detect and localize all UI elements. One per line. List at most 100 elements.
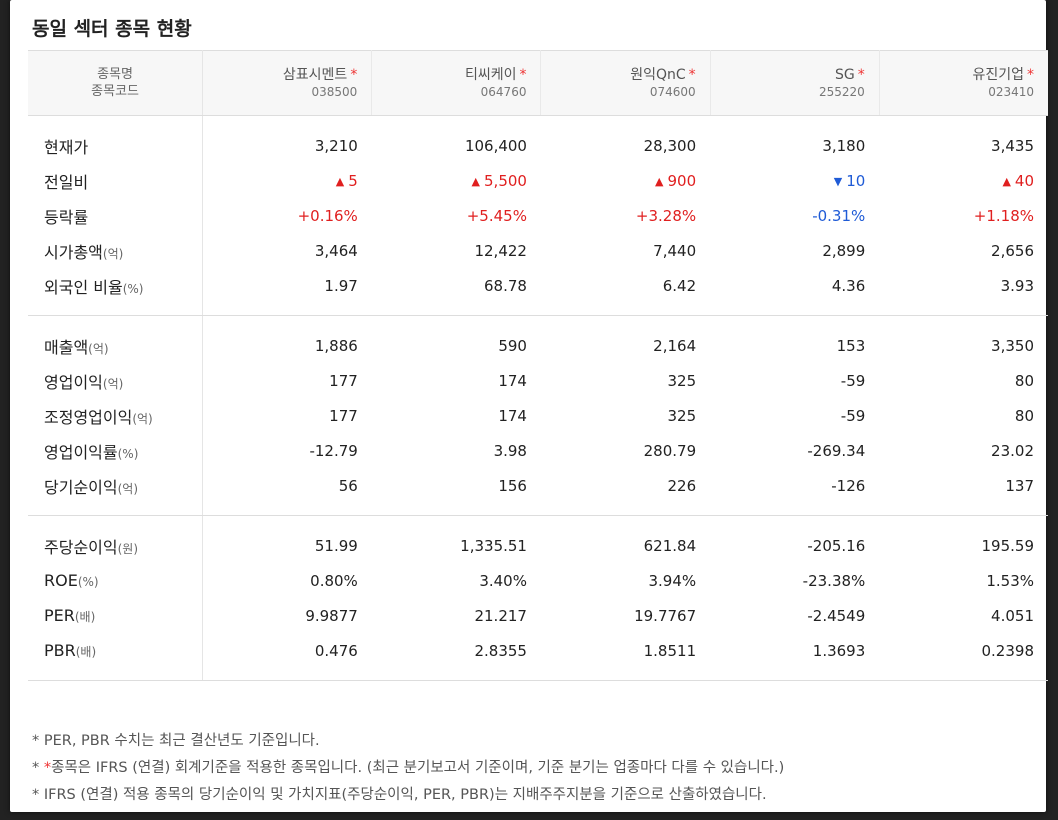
footnotes: * PER, PBR 수치는 최근 결산년도 기준입니다. * *종목은 IFR… bbox=[32, 728, 1042, 809]
row-label-text: PER bbox=[44, 606, 75, 625]
value-cell: 0.476 bbox=[314, 641, 358, 660]
row-label-text: 영업이익률 bbox=[44, 442, 118, 462]
value-cell: ▼ 10 bbox=[710, 163, 879, 198]
down-triangle-icon: ▼ bbox=[833, 174, 843, 188]
ifrs-star: * bbox=[688, 67, 696, 83]
sector-panel: 동일 섹터 종목 현황 종목명 종목코드 삼표시멘트 * 038500 티씨케이 *… bbox=[10, 0, 1048, 812]
value-cell: -59 bbox=[840, 406, 866, 425]
ifrs-star: * bbox=[857, 67, 865, 83]
spacer-cell bbox=[28, 115, 204, 128]
row-unit: (억) bbox=[88, 341, 109, 356]
value-cell: 1,335.51 bbox=[460, 536, 527, 555]
value-cell: 7,440 bbox=[653, 241, 697, 260]
row-unit: (억) bbox=[132, 411, 153, 426]
row-label-text: 시가총액 bbox=[44, 242, 103, 262]
section-spacer bbox=[28, 315, 1048, 329]
column-header: 유진기업 * 023410 bbox=[879, 50, 1048, 116]
value-cell: 4.051 bbox=[991, 606, 1034, 625]
divider-cell bbox=[202, 680, 1048, 681]
value-cell: 325 bbox=[667, 406, 697, 425]
table-row: 매출액(억) 1,886 590 2,164 153 3,350 bbox=[28, 328, 1048, 363]
spacer-cell bbox=[28, 315, 204, 328]
table-row: 조정영업이익(억) 177 174 325 -59 80 bbox=[28, 398, 1048, 433]
value-cell: 3.93 bbox=[1000, 276, 1034, 295]
value-cell: 2,899 bbox=[822, 241, 866, 260]
row-label-text: 현재가 bbox=[44, 137, 89, 157]
value-cell: 3.98 bbox=[493, 441, 527, 460]
row-label-text: 전일비 bbox=[44, 172, 89, 192]
row-unit: (배) bbox=[74, 610, 96, 624]
up-triangle-icon: ▲ bbox=[335, 174, 345, 188]
change-value: 5,500 bbox=[484, 171, 527, 190]
value-cell: 3,435 bbox=[991, 136, 1034, 155]
stock-code: 074600 bbox=[649, 85, 696, 99]
value-cell: 153 bbox=[836, 336, 866, 355]
divider-cell bbox=[202, 315, 1048, 316]
stock-name-link[interactable]: 유진기업 bbox=[972, 67, 1024, 83]
value-cell: 1.53% bbox=[986, 571, 1034, 590]
row-unit: (배) bbox=[75, 645, 97, 659]
panel-title: 동일 섹터 종목 현황 bbox=[32, 18, 192, 40]
spacer-cell bbox=[203, 516, 1048, 529]
value-cell: 12,422 bbox=[474, 241, 527, 260]
value-cell: 1.8511 bbox=[643, 641, 697, 660]
row-unit: (%) bbox=[77, 575, 99, 589]
spacer-cell bbox=[203, 316, 1048, 329]
stock-name-link[interactable]: 원익QnC bbox=[630, 67, 686, 83]
value-cell: 9.9877 bbox=[305, 606, 358, 625]
value-cell: 68.78 bbox=[484, 276, 527, 295]
row-label: 매출액(억) bbox=[28, 328, 204, 363]
table-row: 외국인 비율(%) 1.97 68.78 6.42 4.36 3.93 bbox=[28, 268, 1048, 303]
value-cell: -2.4549 bbox=[807, 606, 866, 625]
table-body: 현재가 3,210 106,400 28,300 3,180 3,435 전일비 ▲ 5 ▲ 5,5… bbox=[28, 115, 1048, 681]
row-label: 조정영업이익(억) bbox=[28, 398, 204, 433]
stock-name-link[interactable]: 삼표시멘트 bbox=[282, 67, 348, 83]
table-row: PER(배) 9.9877 21.217 19.7767 -2.4549 4.051 bbox=[28, 598, 1048, 633]
footnote-ifrs: * *종목은 IFRS (연결) 회계기준을 적용한 종목입니다. (최근 분기… bbox=[32, 760, 785, 776]
change-value: 5 bbox=[348, 171, 358, 190]
table-row: 당기순이익(억) 56 156 226 -126 137 bbox=[28, 468, 1048, 503]
column-header: 삼표시멘트 * 038500 bbox=[202, 50, 373, 116]
value-cell: 80 bbox=[1014, 406, 1034, 425]
value-cell: 0.2398 bbox=[981, 641, 1035, 660]
section-spacer bbox=[28, 303, 1048, 315]
table-row: 시가총액(억) 3,464 12,422 7,440 2,899 2,656 bbox=[28, 233, 1048, 268]
value-cell: 177 bbox=[329, 371, 358, 390]
value-cell: 3,464 bbox=[314, 241, 358, 260]
value-cell: 174 bbox=[498, 371, 527, 390]
ifrs-star: * bbox=[519, 67, 527, 83]
value-cell: 1.3693 bbox=[812, 641, 866, 660]
row-label-text: 외국인 비율 bbox=[44, 277, 123, 297]
value-cell: 137 bbox=[1005, 476, 1034, 495]
rate-value: +1.18% bbox=[973, 206, 1034, 225]
value-cell: 80 bbox=[1014, 371, 1034, 390]
section-divider bbox=[28, 515, 1048, 516]
row-label: PER(배) bbox=[28, 598, 204, 633]
value-cell: 23.02 bbox=[991, 441, 1034, 460]
table-row: PBR(배) 0.476 2.8355 1.8511 1.3693 0.2398 bbox=[28, 633, 1048, 668]
divider-cell bbox=[28, 315, 204, 316]
section-spacer bbox=[28, 115, 1048, 129]
value-cell: 4.36 bbox=[831, 276, 866, 295]
value-cell: ▲ 5 bbox=[203, 163, 372, 198]
value-cell: 2,164 bbox=[653, 336, 697, 355]
value-cell: 2,656 bbox=[991, 241, 1034, 260]
value-cell: ▲ 900 bbox=[541, 163, 710, 198]
spacer-cell bbox=[203, 303, 1048, 315]
row-label: 전일비 bbox=[28, 163, 204, 198]
table-row: 등락률 +0.16% +5.45% +3.28% -0.31% +1.18% bbox=[28, 198, 1048, 233]
value-cell: 621.84 bbox=[643, 536, 697, 555]
column-header: SG * 255220 bbox=[710, 50, 880, 116]
value-cell: -23.38% bbox=[802, 571, 866, 590]
stock-name-link[interactable]: 티씨케이 bbox=[464, 67, 517, 83]
spacer-cell bbox=[28, 503, 204, 515]
stock-name-link[interactable]: SG bbox=[835, 67, 855, 83]
spacer-cell bbox=[203, 116, 1048, 129]
value-cell: 3.40% bbox=[479, 571, 527, 590]
table-row: 전일비 ▲ 5 ▲ 5,500 ▲ 900 ▼ 10 ▲ 40 bbox=[28, 163, 1048, 198]
table-header-row: 종목명 종목코드 삼표시멘트 * 038500 티씨케이 * 064760 원익Qn… bbox=[28, 50, 1048, 116]
footnote-controlling-interest: * IFRS (연결) 적용 종목의 당기순이익 및 가치지표(주당순이익, P… bbox=[32, 787, 767, 803]
row-label-text: 조정영업이익 bbox=[44, 407, 133, 427]
value-cell: 3.94% bbox=[648, 571, 697, 590]
